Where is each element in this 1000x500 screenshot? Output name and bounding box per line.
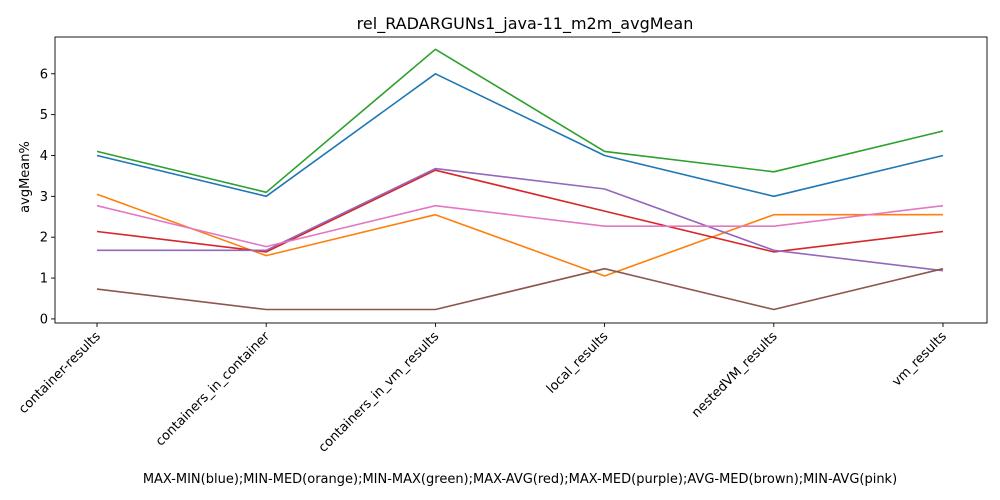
y-tick-label: 1 [40, 272, 48, 287]
plot-frame [54, 36, 988, 324]
series-line-3 [96, 169, 944, 253]
series-line-2 [96, 48, 944, 194]
series-line-1 [96, 193, 943, 277]
chart-title: rel_RADARGUNs1_java-11_m2m_avgMean [357, 14, 694, 34]
x-tick-label: local_results [544, 329, 612, 397]
x-tick-label: vm_results [889, 329, 950, 390]
series-line-6 [96, 204, 944, 248]
y-tick-label: 3 [40, 190, 48, 205]
series-line-4 [97, 167, 944, 272]
y-tick-label: 2 [40, 231, 48, 246]
plot-area: 0 1 2 3 4 5 6 container-results containers_in_co… [16, 36, 988, 456]
x-tick-label: containers_in_vm_results [316, 329, 442, 455]
series-line-5 [96, 267, 944, 311]
y-tick-label: 6 [40, 67, 48, 82]
x-axis-label: MAX-MIN(blue);MIN-MED(orange);MIN-MAX(gr… [143, 472, 897, 487]
y-tick-label: 0 [40, 312, 48, 327]
x-tick-label: containers_in_container [153, 329, 274, 450]
y-tick-label: 4 [40, 149, 48, 164]
x-tick-label: nestedVM_results [689, 329, 781, 421]
series-line-0 [96, 73, 944, 198]
x-tick-label: container-results [16, 329, 104, 417]
y-axis-label: avgMean% [18, 141, 33, 213]
y-tick-label: 5 [40, 108, 48, 123]
